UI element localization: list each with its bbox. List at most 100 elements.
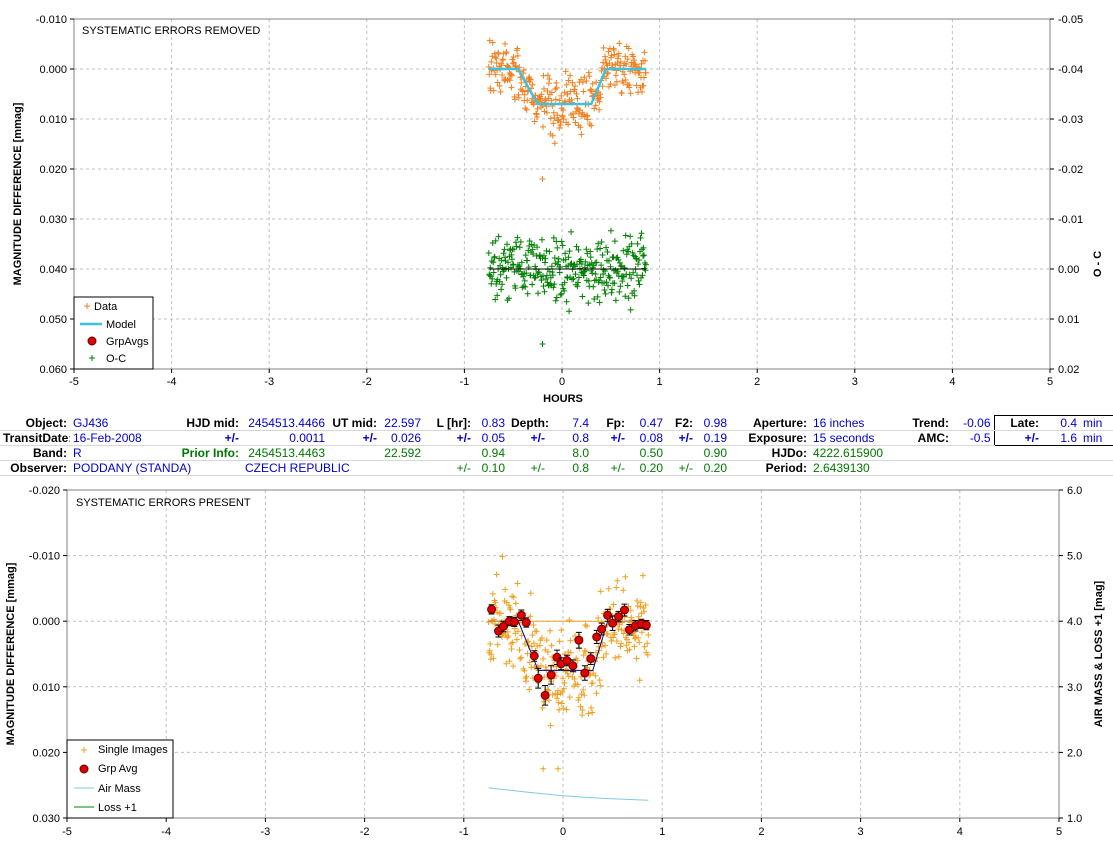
data-point <box>605 83 612 90</box>
data-point <box>573 90 580 97</box>
f2-prior-pm: +/- <box>666 460 696 476</box>
exposure-label: Exposure: <box>730 430 810 446</box>
single-image-point <box>615 653 622 660</box>
single-image-point <box>545 697 552 704</box>
oc-point <box>504 241 511 248</box>
data-point <box>558 92 565 99</box>
oc-point <box>551 281 558 288</box>
data-point <box>544 72 551 79</box>
oc-point <box>616 288 623 295</box>
single-image-point <box>595 615 602 622</box>
trend-label: Trend: <box>900 415 952 431</box>
data-point <box>543 109 550 116</box>
bottom-legend-single: Single Images <box>98 744 168 756</box>
bottom-airmass-line <box>488 787 649 801</box>
single-image-point <box>561 679 568 686</box>
bottom-y2tick-label: 4.0 <box>1067 616 1082 628</box>
oc-point <box>500 250 507 257</box>
single-image-point <box>505 602 512 609</box>
bottom-xtick-label: -4 <box>161 826 171 838</box>
single-image-point <box>555 699 562 706</box>
single-image-point <box>556 706 563 713</box>
bottom-xtick-label: 5 <box>1056 826 1062 838</box>
single-image-point <box>634 602 641 609</box>
oc-point <box>518 259 525 266</box>
single-image-point <box>611 631 618 638</box>
single-image-point <box>600 654 607 661</box>
single-image-point <box>631 635 638 642</box>
ut-mid-label: UT mid: <box>328 415 380 431</box>
oc-point <box>625 248 632 255</box>
single-image-point <box>644 651 651 658</box>
single-image-point <box>615 625 622 632</box>
data-point <box>605 69 612 76</box>
top-chart: SYSTEMATIC ERRORS REMOVED -0.0100.0000.0… <box>12 14 1104 405</box>
oc-point <box>579 293 586 300</box>
data-point <box>518 79 525 86</box>
data-point <box>565 77 572 84</box>
oc-point <box>517 238 524 245</box>
single-image-point <box>635 634 642 641</box>
data-point <box>630 53 637 60</box>
bottom-chart: SYSTEMATIC ERRORS PRESENT -0.020 -0.010 0.… <box>5 485 1105 838</box>
bottom-chart-title: SYSTEMATIC ERRORS PRESENT <box>76 497 251 509</box>
single-image-point <box>613 584 620 591</box>
single-image-point <box>506 658 513 665</box>
single-image-point <box>554 691 561 698</box>
data-point <box>631 60 638 67</box>
oc-point <box>542 255 549 262</box>
oc-point <box>596 299 603 306</box>
oc-point <box>603 279 610 286</box>
grp-avg-point <box>614 612 624 622</box>
bottom-ytick-label: -0.020 <box>29 485 60 497</box>
single-image-point <box>597 682 604 689</box>
data-point <box>514 45 521 52</box>
ut-error: 0.026 <box>380 430 424 446</box>
bottom-ytick-label: 0.020 <box>32 747 60 759</box>
data-point <box>570 114 577 121</box>
ut-pm: +/- <box>328 430 380 446</box>
bottom-xtick-label: 1 <box>659 826 665 838</box>
data-point <box>584 116 591 123</box>
single-image-point <box>618 640 625 647</box>
single-image-point <box>644 640 651 647</box>
single-image-point <box>605 585 612 592</box>
depth-prior-error: 0.8 <box>548 460 592 476</box>
bottom-y2label: AIR MASS & LOSS +1 [mag] <box>1093 580 1105 727</box>
top-xtick-label: -1 <box>460 376 470 388</box>
single-image-point <box>628 616 635 623</box>
data-point <box>510 59 517 66</box>
oc-point <box>596 277 603 284</box>
country-value: CZECH REPUBLIC <box>242 460 424 476</box>
oc-point <box>634 240 641 247</box>
hjd-mid-value: 2454513.4466 <box>242 415 328 431</box>
bottom-y2tick-label: 3.0 <box>1067 682 1082 694</box>
oc-point <box>535 290 542 297</box>
oc-point <box>539 341 546 347</box>
oc-point <box>600 266 607 273</box>
grp-avg-point <box>540 690 550 700</box>
transit-date-value: 16-Feb-2008 <box>70 430 172 446</box>
single-image-point <box>503 660 510 667</box>
grp-avg-point <box>641 620 651 630</box>
data-point <box>508 84 515 91</box>
data-point <box>556 97 563 104</box>
legend-grpavg-mark <box>79 764 89 774</box>
grp-avg-point <box>586 654 596 664</box>
single-image-point <box>558 627 565 634</box>
single-image-point <box>507 606 514 613</box>
oc-point <box>574 279 581 286</box>
oc-point <box>585 300 592 307</box>
single-image-point <box>632 634 639 641</box>
oc-point <box>494 292 501 299</box>
grp-avg-point <box>487 604 497 614</box>
single-image-point <box>645 631 652 638</box>
data-point <box>501 77 508 84</box>
single-image-point <box>564 668 571 675</box>
data-point <box>492 71 499 78</box>
oc-point <box>570 275 577 282</box>
top-model-line <box>488 67 646 106</box>
single-image-point <box>620 587 627 594</box>
single-image-point <box>544 648 551 655</box>
oc-point <box>587 248 594 255</box>
